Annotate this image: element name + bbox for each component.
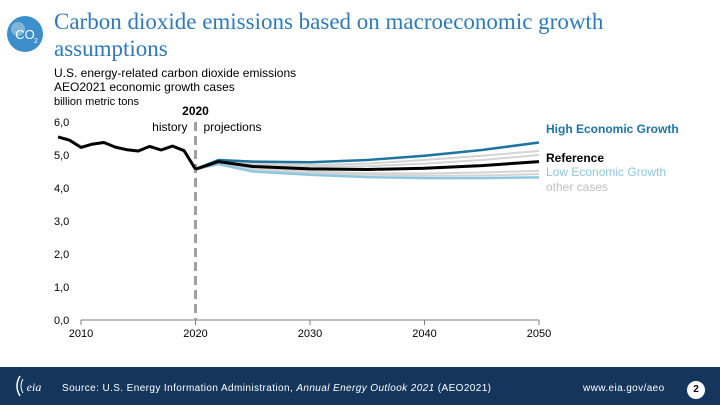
x-tick-label: 2010 xyxy=(69,328,93,340)
legend-high: High Economic Growth xyxy=(546,122,679,136)
y-tick-label: 0,0 xyxy=(54,315,69,327)
page-title: Carbon dioxide emissions based on macroe… xyxy=(54,9,604,61)
svg-text:2: 2 xyxy=(34,38,38,45)
x-tick-label: 2030 xyxy=(298,328,322,340)
y-tick-label: 2,0 xyxy=(54,249,69,261)
legend-low: Low Economic Growth xyxy=(546,165,666,179)
x-tick-label: 2020 xyxy=(183,328,207,340)
eia-logo: eia xyxy=(16,375,42,397)
legend-other: other cases xyxy=(546,180,608,194)
y-tick-label: 5,0 xyxy=(54,150,69,162)
reference-series-line xyxy=(195,160,540,171)
high-series-line xyxy=(195,141,540,171)
history-label: history xyxy=(152,120,187,134)
footer-bar xyxy=(0,367,720,405)
svg-text:eia: eia xyxy=(27,380,42,394)
y-tick-label: 3,0 xyxy=(54,216,69,228)
co2-icon: CO 2 xyxy=(7,16,43,52)
units-label: billion metric tons xyxy=(54,96,139,108)
y-tick-label: 6,0 xyxy=(54,117,69,129)
divider-year-label: 2020 xyxy=(182,104,209,118)
history-series-line xyxy=(57,135,197,170)
svg-text:CO: CO xyxy=(15,27,35,42)
page-number: 2 xyxy=(687,381,705,399)
eia-link[interactable]: www.eia.gov/aeo xyxy=(583,383,665,394)
legend-reference: Reference xyxy=(546,151,604,165)
y-tick-label: 1,0 xyxy=(54,282,69,294)
source-note: Source: U.S. Energy Information Administ… xyxy=(62,383,492,394)
x-tick-label: 2050 xyxy=(527,328,551,340)
subtitle-line-2: AEO2021 economic growth cases xyxy=(54,80,235,94)
low-series-line xyxy=(195,162,540,180)
y-tick-label: 4,0 xyxy=(54,183,69,195)
chart-subtitle: U.S. energy-related carbon dioxide emiss… xyxy=(54,66,296,94)
subtitle-line-1: U.S. energy-related carbon dioxide emiss… xyxy=(54,66,297,80)
x-tick-label: 2040 xyxy=(412,328,436,340)
projections-label: projections xyxy=(204,120,262,134)
emissions-chart: 0,0 1,0 2,0 3,0 4,0 5,0 6,0 2010 2020 2030 2040 205… xyxy=(54,104,679,340)
report-name: Annual Energy Outlook 2021 xyxy=(296,383,435,394)
